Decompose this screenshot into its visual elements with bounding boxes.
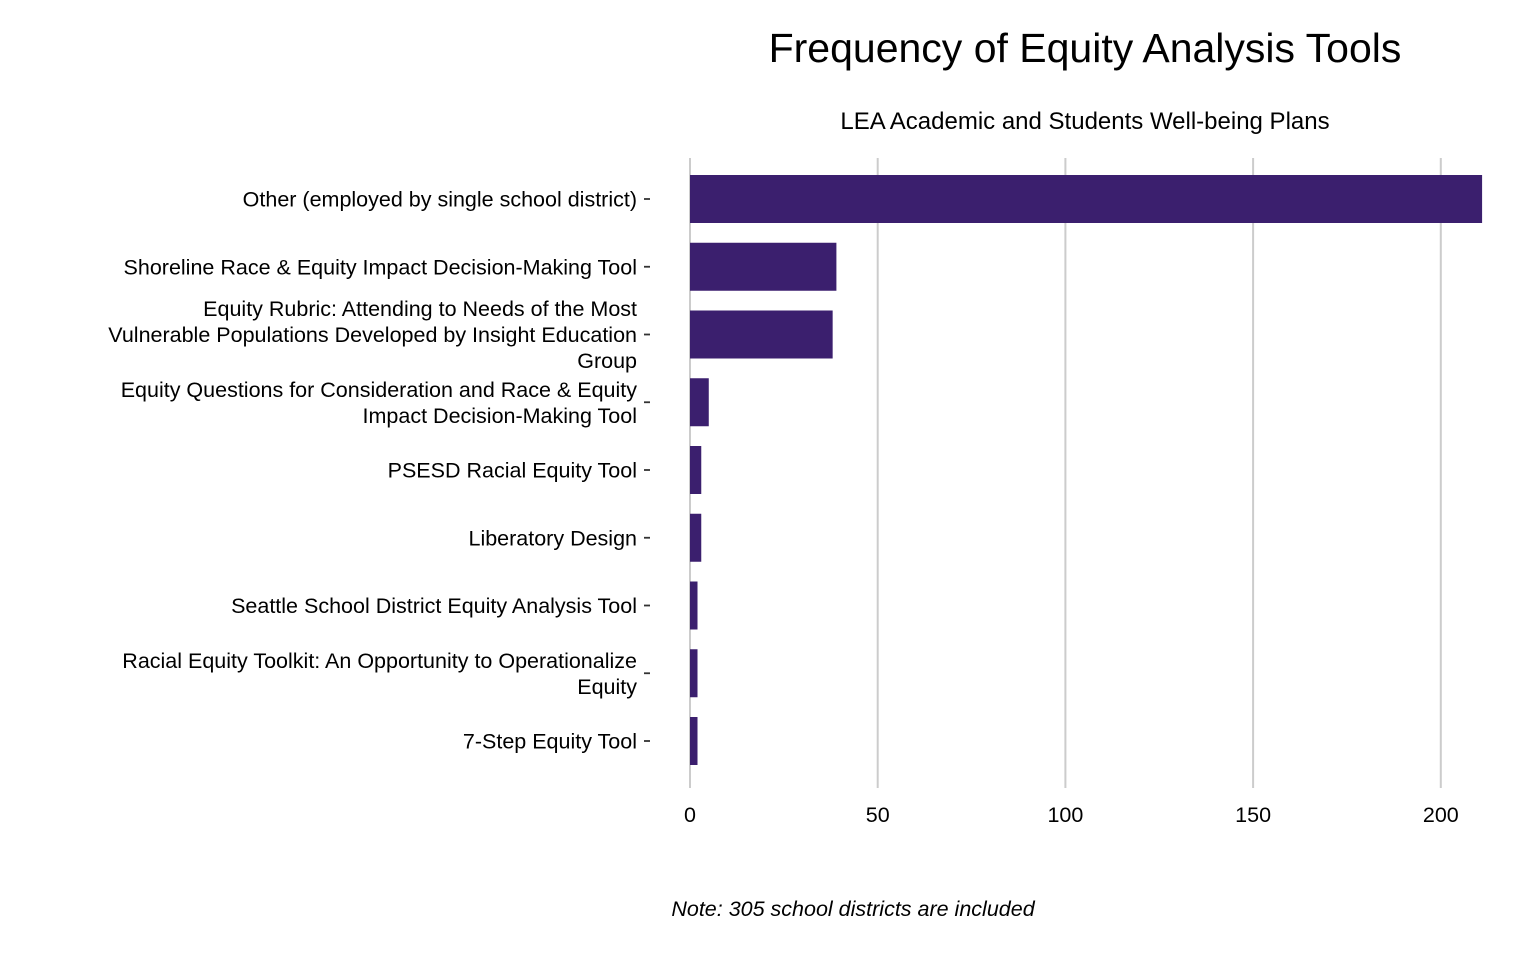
category-label: Other (employed by single school distric… [243,188,637,212]
x-tick-label: 50 [866,803,890,827]
category-label: Equity Questions for Consideration and R… [121,378,638,428]
x-tick-label: 200 [1423,803,1459,827]
bar [690,581,698,630]
category-label: Equity Rubric: Attending to Needs of the… [108,297,637,373]
x-axis-ticks: 0 50 100 150 200 [684,803,1459,827]
bar [690,513,702,562]
category-label: Shoreline Race & Equity Impact Decision-… [124,255,637,279]
chart-title: Frequency of Equity Analysis Tools [769,25,1402,71]
x-tick-label: 100 [1047,803,1083,827]
bar [690,649,698,698]
bar [690,446,702,494]
chart-subtitle: LEA Academic and Students Well-being Pla… [840,108,1329,135]
category-label: Liberatory Design [468,526,637,550]
chart-note: Note: 305 school districts are included [671,897,1035,921]
bars [690,175,1483,765]
category-label: 7-Step Equity Tool [463,730,637,754]
bar [690,175,1483,223]
x-tick-label: 150 [1235,803,1271,827]
bar [690,310,833,359]
bar [690,717,698,765]
category-label: PSESD Racial Equity Tool [388,459,637,483]
category-label: Seattle School District Equity Analysis … [231,594,637,618]
bar [690,378,709,427]
category-label: Racial Equity Toolkit: An Opportunity to… [122,649,637,699]
x-tick-label: 0 [684,803,696,827]
bar [690,242,837,291]
category-labels: Other (employed by single school distric… [108,188,650,754]
